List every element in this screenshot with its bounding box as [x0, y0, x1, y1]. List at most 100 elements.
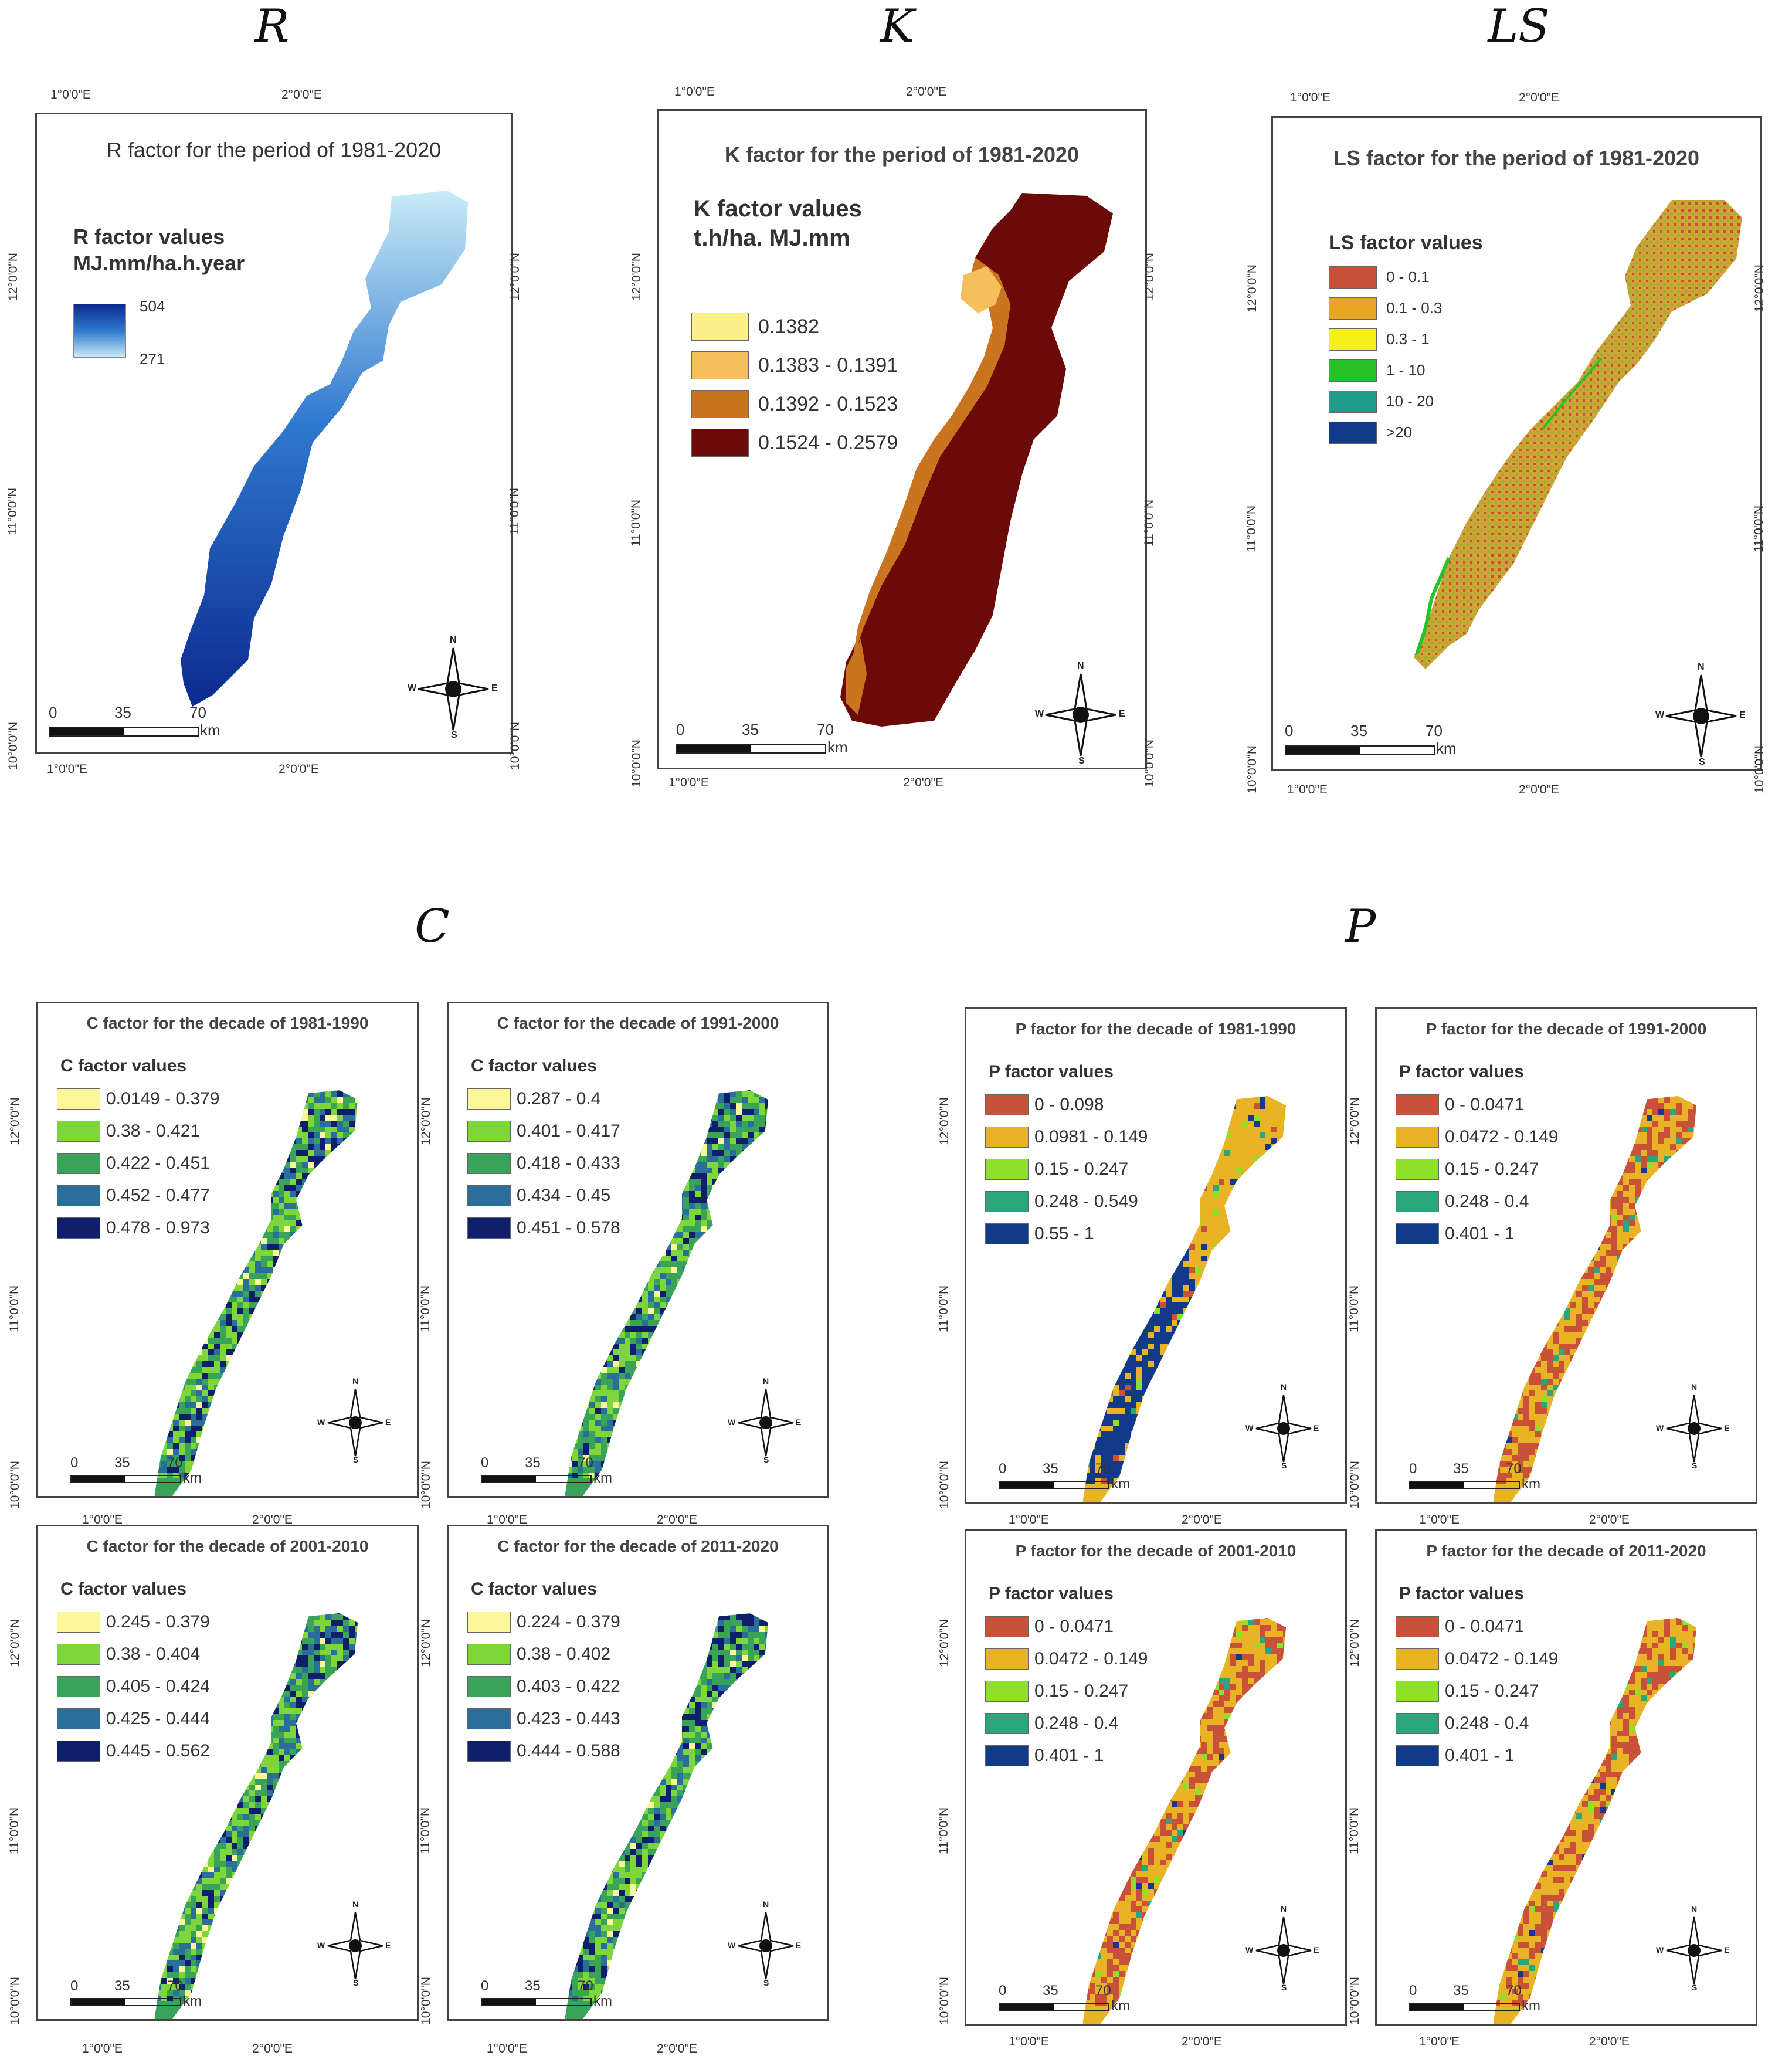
lat-label-left: 10°0'0"N — [6, 722, 21, 770]
legend-swatch — [1396, 1616, 1439, 1637]
legend-item: 0.55 - 1 — [985, 1217, 1148, 1250]
lat-label: 10°0'0"N — [1348, 1977, 1362, 2025]
map-title: C factor for the decade of 2011-2020 — [449, 1537, 827, 1556]
legend: 0 - 0.0471 0.0472 - 0.149 0.15 - 0.247 0.24… — [985, 1610, 1148, 1772]
legend-label: 10 - 20 — [1386, 392, 1434, 411]
legend-max: 504 — [140, 297, 165, 316]
legend-label: 0.445 - 0.562 — [106, 1741, 210, 1761]
legend-item: 0.0472 - 0.149 — [985, 1643, 1148, 1675]
lat-label: 10°0'0"N — [1348, 1461, 1362, 1509]
lat-label-right: 11°0'0"N — [1752, 506, 1766, 552]
legend-swatch — [1396, 1680, 1439, 1702]
lon-label: 2°0'0"E — [1182, 1513, 1222, 1527]
legend-label: 0.0472 - 0.149 — [1445, 1127, 1559, 1147]
legend-item: 0.401 - 1 — [1396, 1217, 1559, 1250]
legend-swatch — [985, 1712, 1029, 1734]
legend-item: 0.1 - 0.3 — [1329, 293, 1442, 324]
legend-label: 0.478 - 0.973 — [106, 1218, 210, 1238]
legend-swatch — [1329, 359, 1377, 382]
k-class-light — [961, 266, 1002, 313]
legend-item: 0.451 - 0.578 — [467, 1212, 620, 1244]
lon-label-bottom: 2°0'0"E — [903, 776, 943, 790]
legend-swatch — [467, 1088, 511, 1110]
map-canvas — [181, 191, 468, 707]
lat-label: 10°0'0"N — [938, 1461, 952, 1509]
legend-swatch — [57, 1740, 100, 1762]
k-class-mid — [852, 257, 1010, 662]
legend-swatch — [985, 1190, 1029, 1212]
legend-swatch — [57, 1120, 100, 1142]
map-canvas — [1493, 1618, 1696, 2024]
legend-title: P factor values — [1399, 1583, 1524, 1605]
legend-swatch — [1396, 1126, 1439, 1148]
legend-label: 0.15 - 0.247 — [1445, 1681, 1539, 1701]
legend-item: 0.423 - 0.443 — [467, 1702, 620, 1735]
lon-label: 2°0'0"E — [657, 1513, 697, 1527]
legend-swatch — [467, 1217, 511, 1239]
legend-label: 0.15 - 0.247 — [1034, 1159, 1128, 1179]
map-canvas — [565, 1613, 768, 2019]
map-title: P factor for the decade of 1991-2000 — [1377, 1020, 1756, 1039]
legend-title: P factor values — [989, 1061, 1114, 1083]
legend-label: 0.1392 - 0.1523 — [758, 393, 898, 416]
k-class-mid-south — [846, 639, 867, 715]
section-label-c: C — [374, 900, 491, 953]
section-label-ls: LS — [1460, 0, 1577, 53]
legend-item: 0.15 - 0.247 — [1396, 1675, 1559, 1707]
legend: 0.224 - 0.379 0.38 - 0.402 0.403 - 0.422 0.… — [467, 1606, 620, 1767]
lon-label: 2°0'0"E — [252, 1513, 293, 1527]
watershed-shape — [181, 191, 468, 707]
legend-label: 0.15 - 0.247 — [1034, 1681, 1128, 1701]
legend-item: 0 - 0.1 — [1329, 262, 1442, 293]
lat-label: 11°0'0"N — [419, 1285, 433, 1332]
lon-label: 1°0'0"E — [82, 2042, 123, 2056]
lat-label: 10°0'0"N — [8, 1461, 22, 1509]
legend: 0.287 - 0.4 0.401 - 0.417 0.418 - 0.433 0.4… — [467, 1083, 620, 1244]
legend-item: 0 - 0.0471 — [1396, 1610, 1559, 1643]
legend-swatch — [467, 1152, 511, 1174]
legend-item: 0.287 - 0.4 — [467, 1083, 620, 1115]
legend-item: 0.248 - 0.4 — [985, 1707, 1148, 1739]
legend-item: 0.3 - 1 — [1329, 324, 1442, 355]
watershed-shape — [1414, 200, 1742, 669]
section-label-k: K — [839, 0, 956, 53]
legend-item: >20 — [1329, 417, 1442, 448]
legend-swatch — [1396, 1190, 1439, 1212]
lat-label-left: 12°0'0"N — [6, 253, 21, 301]
legend: 0 - 0.1 0.1 - 0.3 0.3 - 1 1 - 10 10 - 20 >20 — [1329, 262, 1442, 448]
legend-swatch — [1329, 297, 1377, 320]
legend-item: 0.401 - 1 — [1396, 1739, 1559, 1772]
lon-label-bottom: 1°0'0"E — [47, 762, 87, 776]
legend-label: 0.287 - 0.4 — [517, 1089, 600, 1109]
map-frame: R factor for the period of 1981-2020 R f… — [35, 113, 513, 754]
lat-label: 12°0'0"N — [8, 1097, 22, 1145]
p-factor-decade-map: P factor for the decade of 1981-1990 P fa… — [965, 1007, 1347, 1504]
k-class-dark — [840, 193, 1113, 727]
lat-label: 11°0'0"N — [8, 1807, 22, 1854]
legend-gradient — [73, 304, 126, 358]
lon-label: 2°0'0"E — [252, 2042, 293, 2056]
lat-label: 11°0'0"N — [8, 1285, 22, 1332]
legend-label: 0.401 - 1 — [1445, 1224, 1514, 1244]
legend-item: 0.15 - 0.247 — [985, 1153, 1148, 1185]
lat-label: 12°0'0"N — [419, 1619, 433, 1667]
legend-label: 0.0472 - 0.149 — [1445, 1649, 1559, 1669]
legend-swatch — [985, 1616, 1029, 1637]
legend-item: 0.418 - 0.433 — [467, 1147, 620, 1179]
legend-swatch — [57, 1088, 100, 1110]
legend-item: 0.1383 - 0.1391 — [691, 346, 898, 385]
c-factor-decade-map: C factor for the decade of 1991-2000 C fa… — [447, 1002, 829, 1498]
c-factor-decade-map: C factor for the decade of 2011-2020 C fa… — [447, 1525, 829, 2021]
p-factor-decade-map: P factor for the decade of 2001-2010 P fa… — [965, 1529, 1347, 2026]
legend-swatch — [1329, 266, 1377, 289]
lat-label: 11°0'0"N — [937, 1807, 951, 1854]
lat-label-right: 10°0'0"N — [508, 722, 522, 770]
legend-label: 0.401 - 1 — [1034, 1746, 1104, 1766]
map-title: C factor for the decade of 1981-1990 — [38, 1014, 417, 1033]
lat-label-right: 12°0'0"N — [1753, 264, 1767, 313]
map-title: C factor for the decade of 1991-2000 — [449, 1014, 827, 1033]
legend-swatch — [467, 1740, 511, 1762]
legend-title: C factor values — [471, 1578, 597, 1600]
